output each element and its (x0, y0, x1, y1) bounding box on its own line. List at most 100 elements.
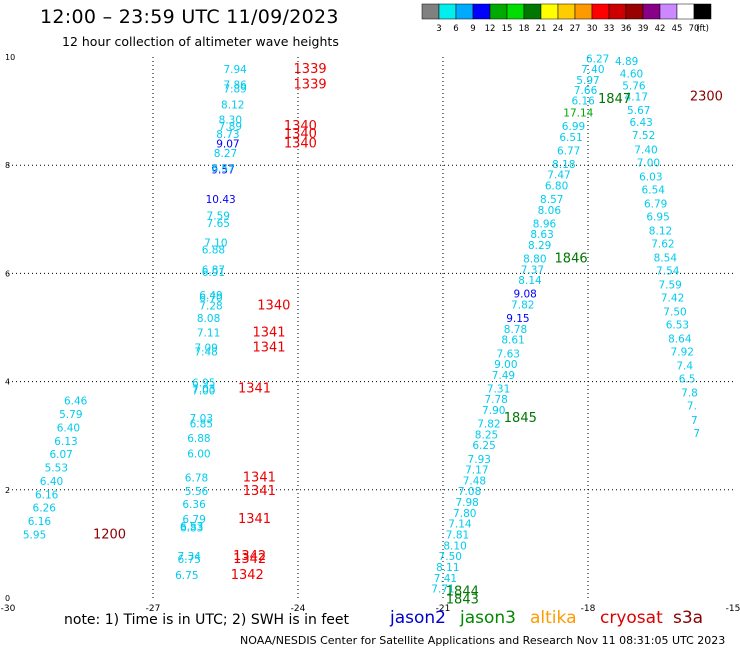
swh-data-point: 6.95 (192, 377, 215, 389)
swh-data-point: 4.89 (615, 56, 638, 68)
swh-data-point: 7.62 (651, 238, 674, 250)
color-scale-label: 21 (536, 24, 547, 34)
swh-data-point: 7.50 (663, 307, 686, 319)
swh-data-point: 7.82 (477, 419, 500, 431)
swh-data-point: 7.28 (199, 301, 222, 313)
swh-data-point: 6.07 (49, 449, 72, 461)
swh-data-point: 10.43 (206, 194, 236, 206)
color-scale-swatch (455, 3, 474, 20)
swh-data-point: 7.31 (487, 383, 510, 395)
swh-data-point: 5.79 (59, 409, 82, 421)
swh-data-point: 7.92 (671, 347, 694, 359)
swh-data-point: 5.56 (185, 486, 209, 498)
swh-data-point: 7.50 (439, 551, 462, 563)
x-tick-label: -24 (291, 604, 306, 614)
swh-data-point: 7.41 (434, 573, 457, 585)
swh-data-point: 7.03 (190, 413, 213, 425)
color-scale-label: 33 (604, 24, 615, 34)
swh-data-point: 6.75 (175, 570, 198, 582)
swh-data-point: 7.98 (455, 497, 478, 509)
swh-data-point: 6.25 (472, 440, 495, 452)
mission-jason3: jason3 (460, 608, 516, 628)
swh-data-point: 6.78 (185, 473, 208, 485)
swh-data-point: 6.53 (666, 320, 689, 332)
swh-data-point: 6.16 (35, 489, 59, 501)
time-label: 1845 (504, 411, 537, 426)
swh-data-point: 6.83 (180, 522, 203, 534)
color-scale-swatch (489, 3, 508, 20)
time-label: 1341 (243, 484, 276, 499)
x-tick-label: -27 (146, 604, 161, 614)
swh-data-point: 8.63 (530, 229, 553, 241)
swh-data-point: 6.40 (57, 422, 80, 434)
y-tick-label: 2 (5, 486, 10, 495)
swh-data-point: 7.59 (658, 280, 681, 292)
swh-data-point: 7.47 (547, 170, 570, 182)
color-scale-label: 3 (436, 24, 441, 34)
y-tick-label: 8 (5, 161, 10, 170)
swh-data-point: 7.71 (431, 584, 454, 596)
color-scale-swatch (659, 3, 678, 20)
x-tick-label: -21 (436, 604, 451, 614)
y-tick-label: 0 (5, 594, 10, 603)
swh-data-point: 6.49 (199, 290, 222, 302)
swh-data-point: 7.63 (497, 348, 520, 360)
swh-data-point: 7.48 (194, 347, 217, 359)
swh-data-point: 6.88 (202, 244, 225, 256)
swh-data-point: 6.27 (586, 53, 609, 65)
swh-data-point: 6.95 (646, 211, 669, 223)
time-label: 1844 (446, 584, 479, 599)
swh-data-point: 6.40 (40, 476, 63, 488)
swh-data-point: 7.89 (219, 121, 242, 133)
swh-data-point: 6.5 (679, 374, 696, 386)
color-scale-swatch (676, 3, 695, 20)
swh-data-point: 7.78 (484, 394, 507, 406)
swh-data-point: 6.53 (180, 521, 203, 533)
swh-data-point: 7.59 (207, 210, 230, 222)
color-scale-label: 24 (553, 24, 564, 34)
time-label: 1342 (233, 549, 266, 564)
time-label: 1340 (284, 119, 317, 134)
time-label: 1341 (238, 512, 271, 527)
swh-data-point: 9.15 (506, 313, 529, 325)
swh-data-point: 8.54 (654, 252, 678, 264)
swh-data-point: 8.18 (552, 159, 575, 171)
color-scale-label: 12 (485, 24, 496, 34)
swh-data-point: 6.88 (187, 433, 210, 445)
color-scale-swatch (574, 3, 593, 20)
time-label: 1340 (257, 299, 290, 314)
swh-data-point: 8.30 (219, 115, 242, 127)
mission-cryosat: cryosat (600, 608, 663, 628)
swh-data-point: 7.09 (194, 342, 217, 354)
swh-data-point: 7.94 (223, 64, 247, 76)
swh-data-point: 8.25 (475, 429, 498, 441)
color-scale-swatch (472, 3, 491, 20)
mission-jason2: jason2 (390, 608, 446, 628)
color-scale-swatch (625, 3, 644, 20)
swh-data-point: 8.27 (214, 148, 237, 160)
swh-data-point: 6.79 (182, 514, 205, 526)
color-scale-label: 42 (655, 24, 666, 34)
swh-data-point: 6.46 (64, 395, 88, 407)
swh-data-point: 7.89 (223, 84, 246, 96)
time-label: 1847 (598, 92, 631, 107)
swh-data-point: 6.03 (639, 171, 662, 183)
swh-data-point: 5.67 (627, 105, 650, 117)
time-label: 1342 (233, 552, 266, 567)
swh-data-point: 8.73 (216, 129, 239, 141)
swh-data-point: 4.17 (625, 91, 648, 103)
swh-data-point: 6.13 (54, 436, 77, 448)
swh-data-point: 7.66 (574, 85, 598, 97)
swh-data-point: 8.11 (436, 562, 459, 574)
swh-data-point: 8.29 (528, 240, 551, 252)
color-scale-swatch (642, 3, 661, 20)
color-scale-swatch (421, 3, 440, 20)
swh-data-point: 7.37 (521, 264, 544, 276)
color-scale-swatch (608, 3, 627, 20)
x-tick-label: -18 (581, 604, 596, 614)
swh-data-point: 6.91 (202, 267, 225, 279)
time-label: 1341 (252, 326, 285, 341)
swh-data-point: 7.08 (458, 486, 481, 498)
swh-data-point: 6.16 (28, 516, 52, 528)
